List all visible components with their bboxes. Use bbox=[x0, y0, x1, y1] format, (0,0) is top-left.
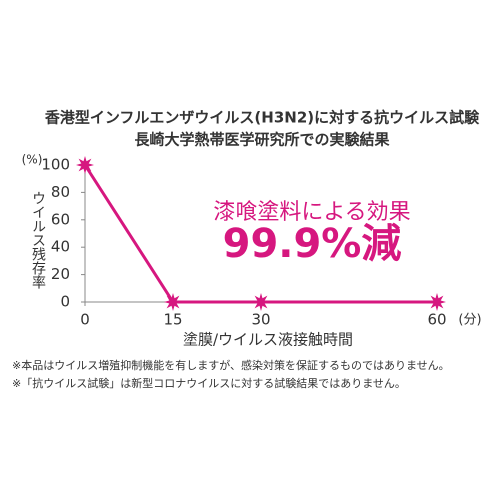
x-axis-label: 塗膜/ウイルス液接触時間 bbox=[183, 331, 353, 349]
data-line bbox=[83, 164, 437, 304]
x-tick-label: 0 bbox=[80, 311, 90, 329]
data-point bbox=[76, 156, 94, 174]
chart-subtitle: 長崎大学熱帯医学研究所での実験結果 bbox=[134, 131, 390, 149]
y-tick-label: 0 bbox=[60, 293, 70, 311]
x-tick-label: 30 bbox=[251, 311, 270, 329]
x-tick-label: 15 bbox=[163, 311, 182, 329]
y-tick-label: 100 bbox=[41, 156, 70, 174]
data-point bbox=[164, 293, 182, 311]
footnote: ※本品はウイルス増殖抑制機能を有しますが、感染対策を保証するものではありません。 bbox=[12, 358, 450, 372]
y-tick-label: 60 bbox=[51, 210, 70, 228]
x-unit: (分) bbox=[458, 313, 481, 328]
y-unit: (%) bbox=[22, 153, 43, 167]
annotation: 漆喰塗料による効果 bbox=[213, 200, 410, 225]
x-tick-label: 60 bbox=[427, 311, 446, 329]
data-point bbox=[428, 293, 446, 311]
chart-title: 香港型インフルエンザウイルス(H3N2)に対する抗ウイルス試験 bbox=[45, 109, 480, 127]
y-axis-label: ウイルス残存率 bbox=[30, 191, 46, 289]
y-tick-label: 40 bbox=[51, 238, 70, 256]
y-tick-label: 80 bbox=[51, 183, 70, 201]
annotation-highlight: 99.9%減 bbox=[223, 221, 402, 267]
footnote: ※「抗ウイルス試験」は新型コロナウイルスに対する試験結果ではありません。 bbox=[12, 376, 406, 390]
data-point bbox=[252, 293, 270, 311]
y-tick-label: 20 bbox=[51, 265, 70, 283]
